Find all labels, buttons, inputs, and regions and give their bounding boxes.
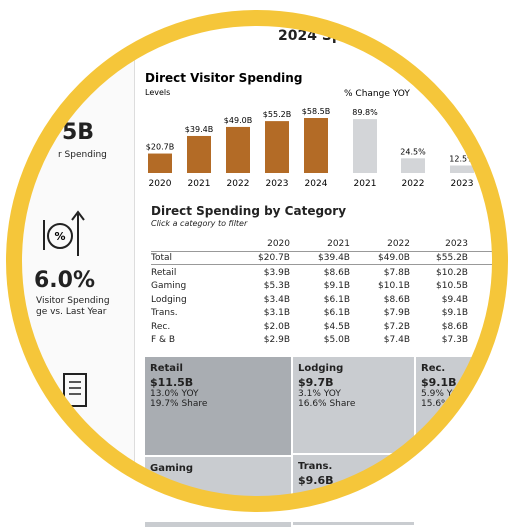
row-label: Retail xyxy=(151,267,177,278)
table-rule xyxy=(151,264,511,265)
kpi-label: ge vs. Last Year xyxy=(36,307,107,317)
column-header: 2022 xyxy=(387,239,410,249)
cell: $9.4B xyxy=(441,294,468,305)
cell: $2.0B xyxy=(263,321,290,332)
tile-name: Gaming xyxy=(150,463,194,474)
x-tick-label: 2024 xyxy=(305,179,328,189)
row-label: Lodging xyxy=(151,294,187,305)
column-header: 2020 xyxy=(267,239,290,249)
x-tick-label: 2023 xyxy=(451,179,474,189)
kpi-icon: % xyxy=(43,210,85,256)
row-label: Gaming xyxy=(151,281,187,291)
tile-value: $9.1B xyxy=(421,376,457,389)
x-tick-label: 2022 xyxy=(227,179,250,189)
tile-value: $11.5B xyxy=(150,376,194,389)
cell: $10.1B xyxy=(378,281,410,291)
tile-name: Rec. xyxy=(421,363,446,374)
cell: $49.0B xyxy=(378,253,410,263)
kpi-value: 5B xyxy=(62,120,95,145)
data-label: 89.8% xyxy=(352,108,378,117)
row-label: F & B xyxy=(151,335,176,345)
cell: $2.9B xyxy=(263,335,290,345)
bar xyxy=(353,119,377,173)
x-tick-label: 2022 xyxy=(402,179,425,189)
tile-value: $9.7B xyxy=(298,376,334,389)
cell: $10.2B xyxy=(436,267,468,278)
data-label: $39.4B xyxy=(185,125,213,134)
data-label: 24.5% xyxy=(400,147,426,156)
data-label: $49.0B xyxy=(224,116,252,125)
tile-yoy: 13.0% YOY xyxy=(150,389,199,399)
cell: $9.1B xyxy=(323,281,350,291)
cell: $4.5B xyxy=(323,321,350,332)
chart-title: % Change YOY xyxy=(344,89,410,99)
cell: $5.3B xyxy=(263,281,290,291)
tile-share: 19.7% Share xyxy=(150,399,208,409)
cell: $8.6B xyxy=(323,267,350,278)
tile-value: $9.6B xyxy=(298,474,334,487)
treemap-tile: Retail $11.5B 13.0% YOY 19.7% Share xyxy=(145,357,291,455)
table-rule xyxy=(151,251,511,252)
cell: $39.4B xyxy=(318,253,350,263)
data-label: 12.5% xyxy=(449,155,475,164)
column-header: 2023 xyxy=(445,239,468,249)
tile-yoy: 5.9% YOY xyxy=(421,389,464,399)
cell: $6.1B xyxy=(323,294,350,305)
chart-title: Direct Visitor Spending xyxy=(145,71,302,85)
row-label: Trans. xyxy=(151,308,178,318)
tile-yoy: 3.1% YOY xyxy=(298,389,341,399)
bar xyxy=(401,158,425,173)
bar xyxy=(187,135,211,173)
tile-name: Retail xyxy=(150,363,183,374)
x-tick-label: 2023 xyxy=(266,179,289,189)
cell: $8.6B xyxy=(383,294,410,305)
cell: $3.9B xyxy=(263,267,290,278)
bar xyxy=(148,153,172,173)
cell: $7.4B xyxy=(383,335,410,345)
table-subtitle: Click a category to filter xyxy=(151,219,248,228)
cell: $8.6B xyxy=(441,321,468,332)
x-tick-label: 2020 xyxy=(149,179,172,189)
kpi-icon xyxy=(63,373,87,407)
cell: $7.2B xyxy=(383,321,410,332)
cell: $7.3B xyxy=(441,335,468,345)
x-tick-label: 2021 xyxy=(188,179,211,189)
table-title: Direct Spending by Category xyxy=(151,204,347,218)
svg-text:%: % xyxy=(54,230,65,243)
cell: $3.4B xyxy=(263,294,290,305)
data-label: $55.2B xyxy=(263,110,291,119)
row-label: Rec. xyxy=(151,321,171,332)
cell: $7.8B xyxy=(383,267,410,278)
data-label: $58.5B xyxy=(302,107,330,116)
column-header: 2021 xyxy=(327,239,350,249)
chart-subtitle: Levels xyxy=(145,88,170,97)
cell: $55.2B xyxy=(436,253,468,263)
cell: $10.5B xyxy=(436,281,468,291)
kpi-label: r Spending xyxy=(58,150,107,160)
cell: $3.1B xyxy=(263,308,290,318)
cell: $7.9B xyxy=(383,308,410,318)
cell: $9.1B xyxy=(441,308,468,318)
row-label: Total xyxy=(151,253,173,263)
tile-name: Lodging xyxy=(298,363,344,374)
kpi-value: 6.0% xyxy=(34,268,96,293)
tile-name: Trans. xyxy=(298,461,333,472)
tile-share: 16.6% Share xyxy=(298,399,356,409)
kpi-label: Visitor Spending xyxy=(36,296,110,306)
data-label: $20.7B xyxy=(146,143,174,152)
x-tick-label: 2021 xyxy=(354,179,377,189)
bar xyxy=(450,165,474,173)
cell: $5.0B xyxy=(323,335,350,345)
bar xyxy=(226,126,250,173)
cell: $20.7B xyxy=(258,253,290,263)
cell: $6.1B xyxy=(323,308,350,318)
bar xyxy=(304,118,328,173)
treemap-tile: Lodging $9.7B 3.1% YOY 16.6% Share xyxy=(293,357,414,453)
bar xyxy=(265,121,289,173)
charts: Direct Visitor Spending Levels % Change … xyxy=(145,71,475,189)
